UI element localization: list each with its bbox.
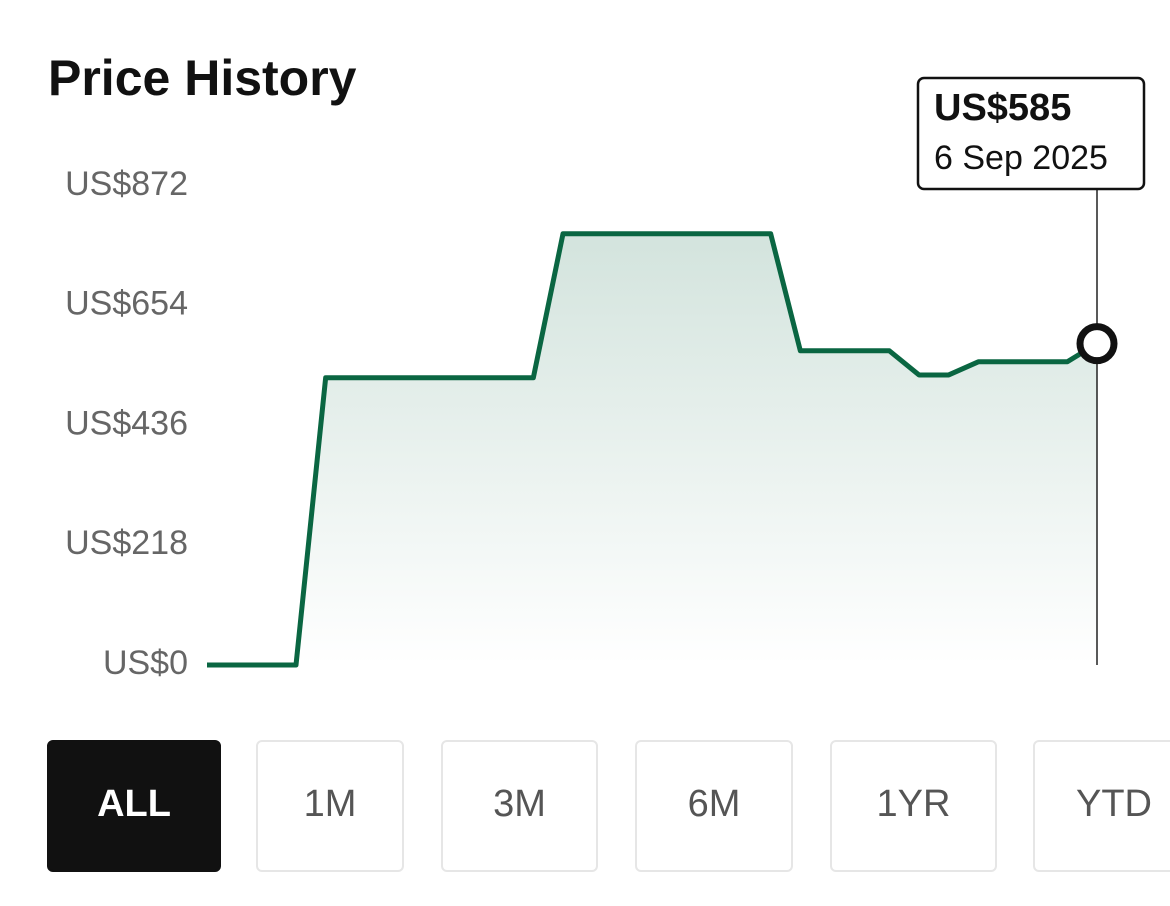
hover-point: [1076, 323, 1118, 365]
chart-title: Price History: [48, 50, 357, 106]
range-label[interactable]: 3M: [493, 783, 546, 825]
range-button[interactable]: [47, 740, 221, 872]
range-button[interactable]: [635, 740, 793, 872]
range-button[interactable]: [441, 740, 598, 872]
range-label[interactable]: 6M: [688, 783, 741, 825]
price-line: [207, 231, 1099, 668]
y-tick-label: US$654: [65, 285, 188, 323]
tooltip-date: 6 Sep 2025: [934, 139, 1108, 177]
range-label[interactable]: 1M: [304, 783, 357, 825]
range-label[interactable]: ALL: [97, 783, 171, 825]
tooltip-value: US$585: [934, 87, 1071, 129]
area: [207, 233, 1097, 665]
range-label[interactable]: 1YR: [877, 783, 951, 825]
range-button[interactable]: [830, 740, 997, 872]
y-tick-label: US$872: [65, 165, 188, 203]
range-button[interactable]: [1033, 740, 1170, 872]
y-tick-label: US$436: [65, 404, 188, 442]
y-tick-label: US$218: [65, 524, 188, 562]
range-button[interactable]: [256, 740, 404, 872]
tooltip-box: [916, 76, 1146, 191]
y-tick-label: US$0: [103, 644, 188, 682]
range-label[interactable]: YTD: [1076, 783, 1152, 825]
